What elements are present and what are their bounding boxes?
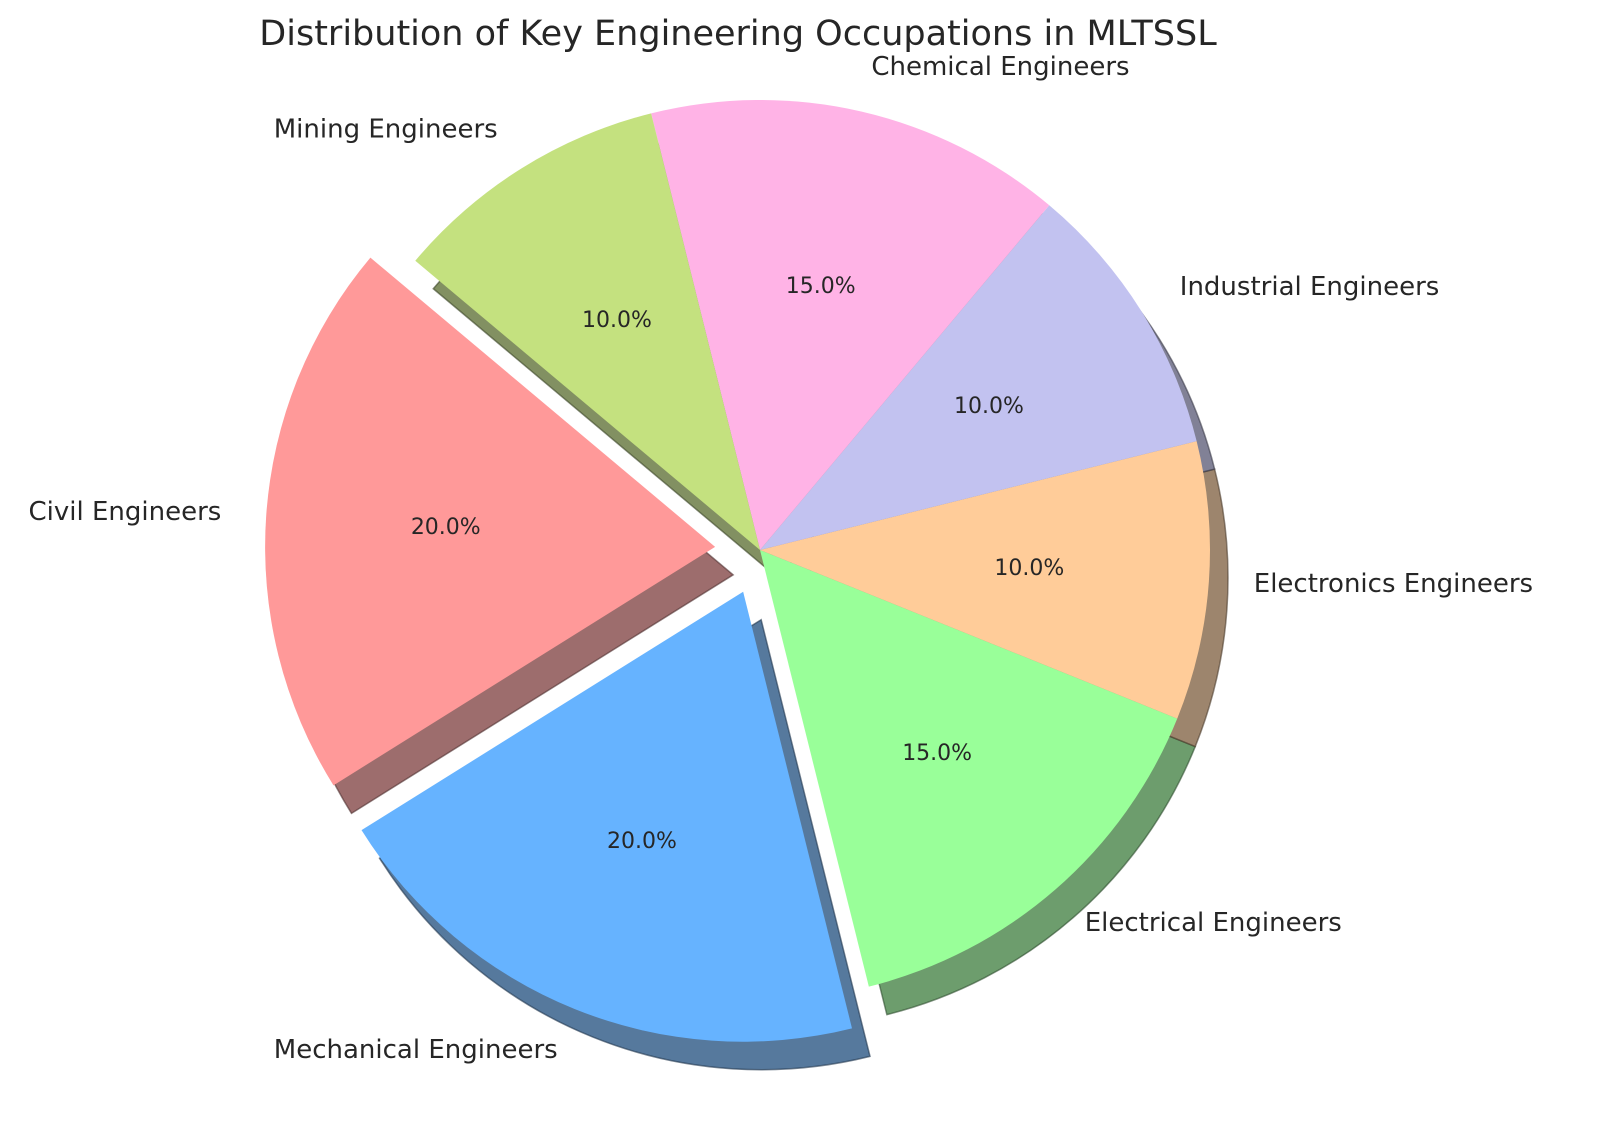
slice-industrial-engineers	[760, 205, 1197, 550]
pct-electronics-engineers: 10.0%	[994, 556, 1064, 581]
slice-civil-engineers	[265, 257, 716, 786]
label-industrial-engineers: Industrial Engineers	[1180, 272, 1440, 302]
slice-mining-engineers	[415, 113, 760, 551]
pct-electrical-engineers: 15.0%	[902, 741, 972, 766]
pct-industrial-engineers: 10.0%	[954, 394, 1024, 419]
label-mining-engineers: Mining Engineers	[274, 115, 498, 145]
chart-title: Distribution of Key Engineering Occupati…	[259, 14, 1217, 54]
slice-mechanical-engineers	[361, 591, 853, 1042]
slice-chemical-engineers	[651, 99, 1050, 550]
label-chemical-engineers: Chemical Engineers	[871, 52, 1129, 82]
pct-mechanical-engineers: 20.0%	[607, 829, 677, 854]
label-electrical-engineers: Electrical Engineers	[1085, 908, 1342, 938]
label-layer: Civil Engineers 20.0% Mechanical Engineers…	[28, 52, 1533, 1065]
label-electronics-engineers: Electronics Engineers	[1254, 569, 1533, 599]
pct-civil-engineers: 20.0%	[411, 515, 481, 540]
slice-layer	[265, 99, 1210, 1042]
pct-chemical-engineers: 15.0%	[786, 274, 856, 299]
label-civil-engineers: Civil Engineers	[28, 497, 221, 527]
pct-mining-engineers: 10.0%	[582, 308, 652, 333]
label-mechanical-engineers: Mechanical Engineers	[274, 1035, 558, 1065]
slice-electronics-engineers	[760, 441, 1210, 719]
slice-electrical-engineers	[760, 550, 1178, 987]
